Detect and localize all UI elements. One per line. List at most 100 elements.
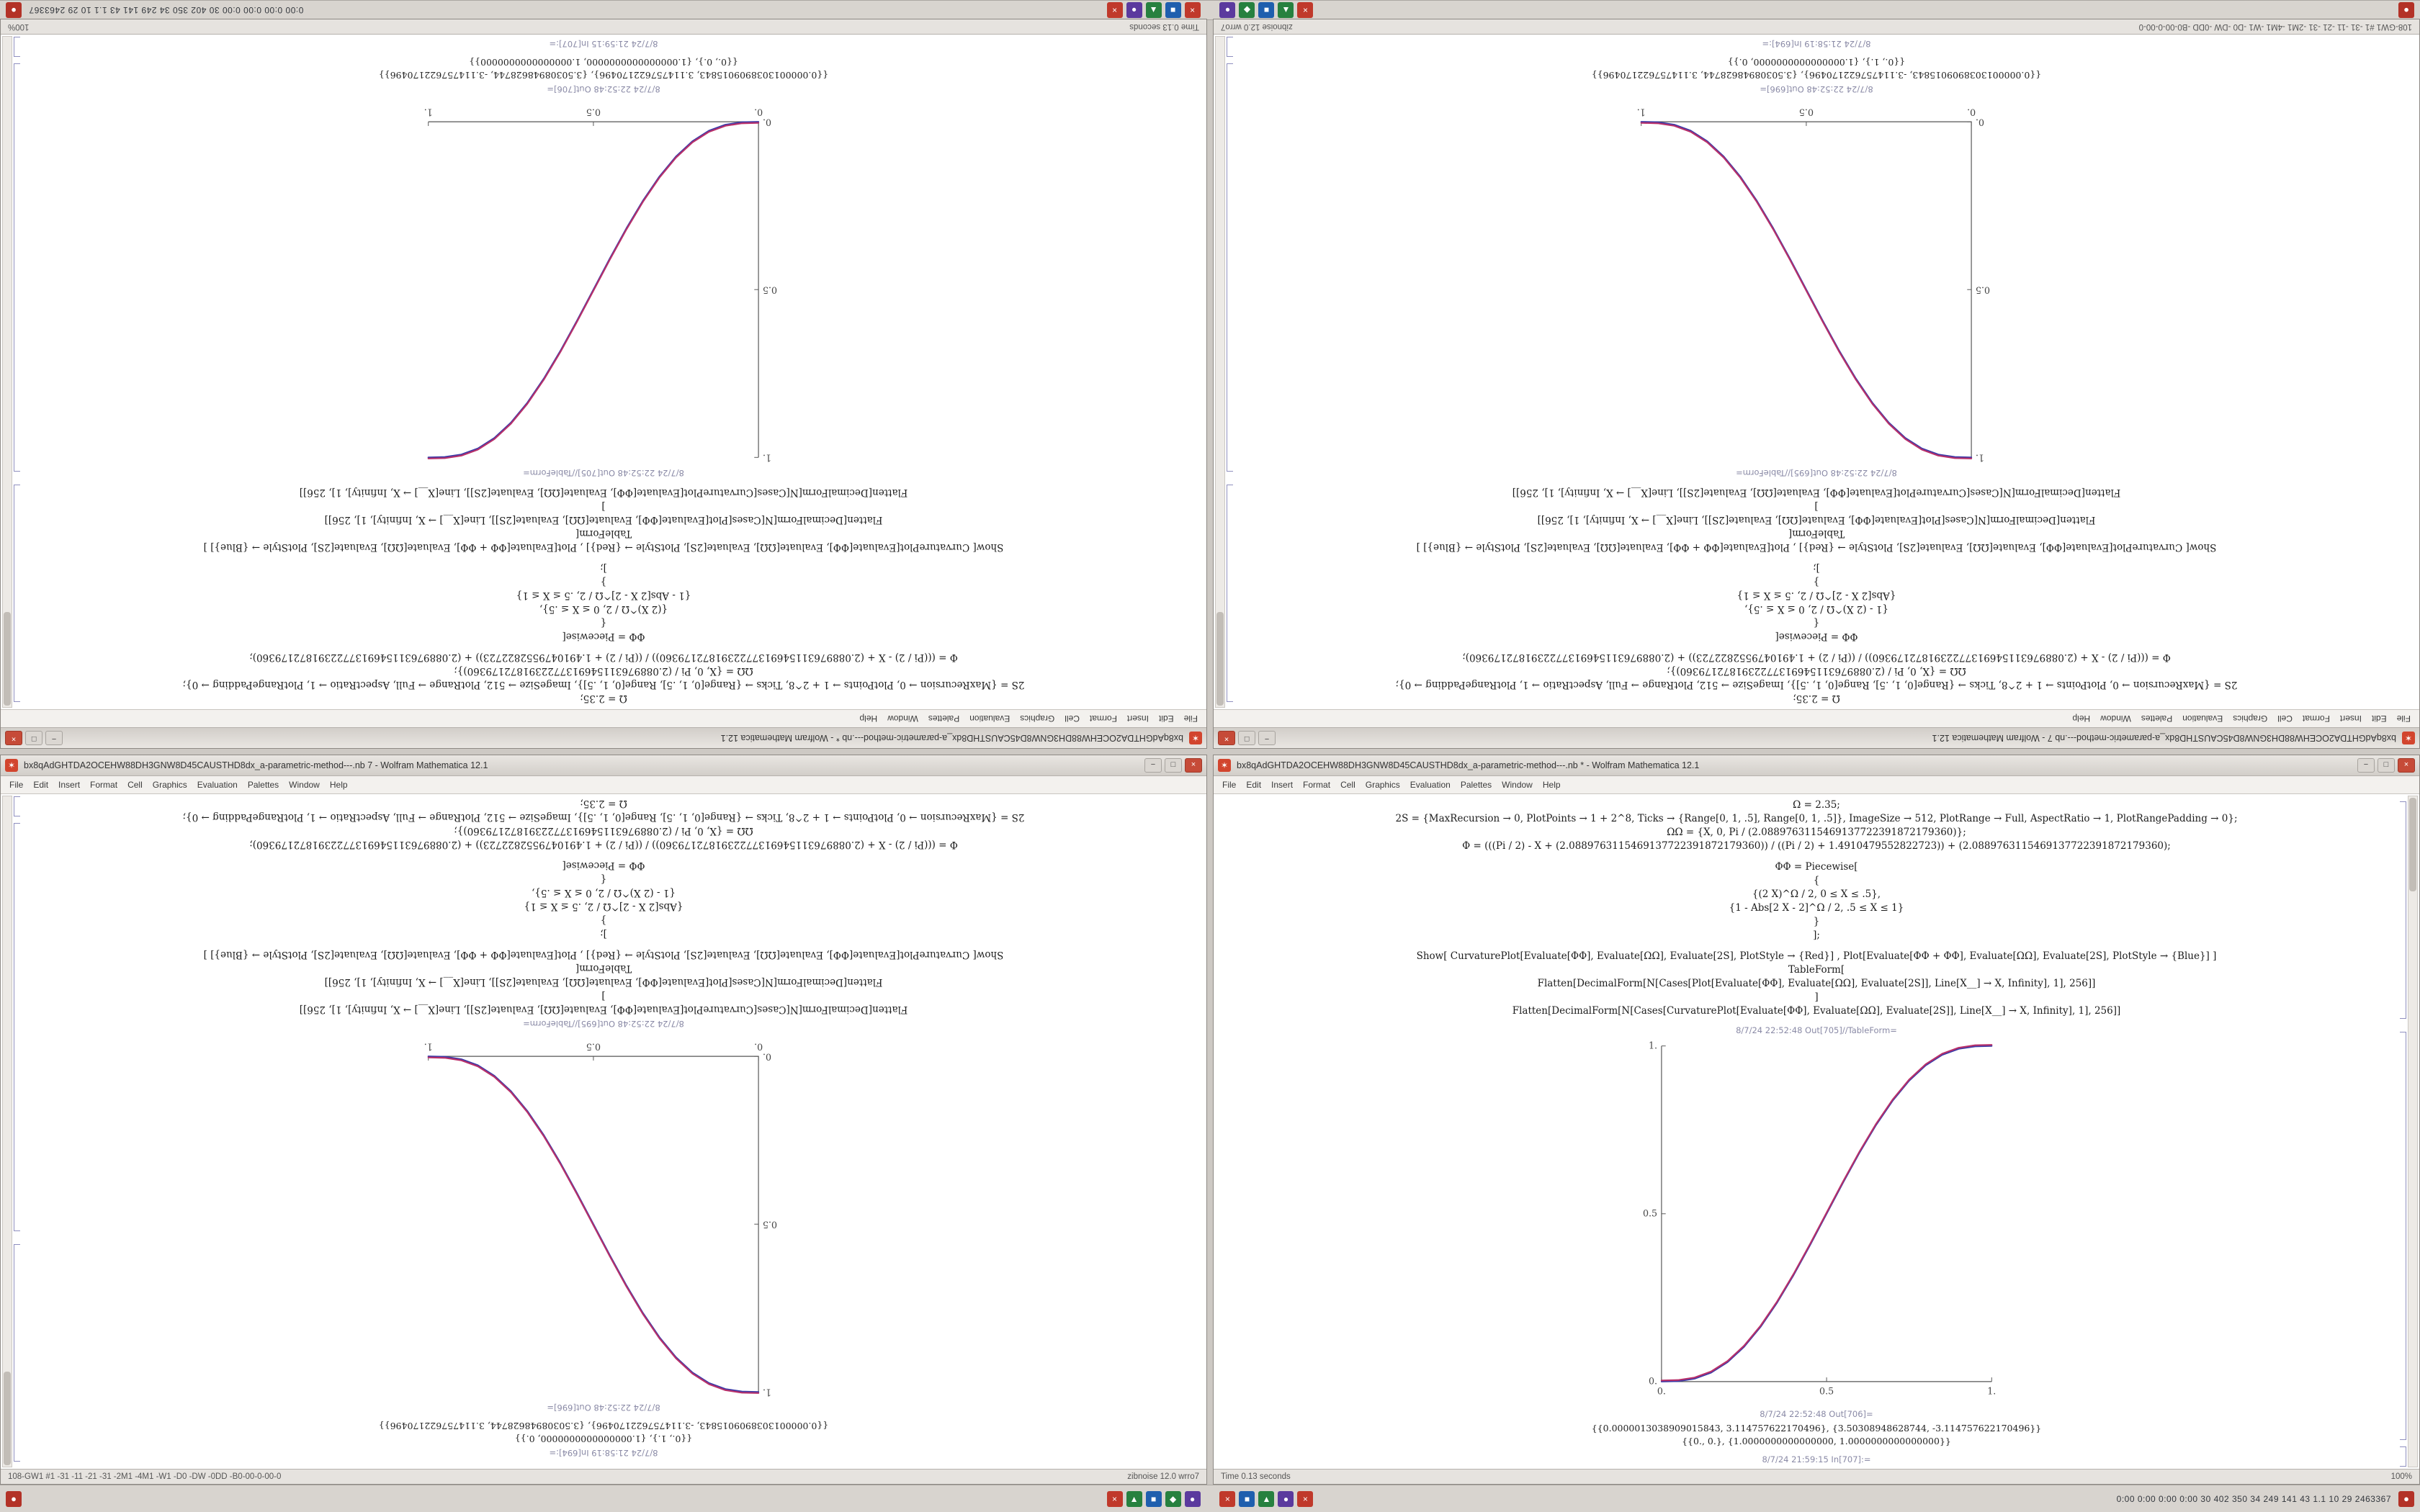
titlebar[interactable]: ✶ bx8qAdGHTDA2OCEHW88DH3GNW8D45CAUSTHD8d… <box>1214 755 2419 776</box>
menu-evaluation[interactable]: Evaluation <box>2182 714 2223 724</box>
menu-insert[interactable]: Insert <box>1126 714 1149 724</box>
menu-graphics[interactable]: Graphics <box>2233 714 2268 724</box>
menu-cell[interactable]: Cell <box>127 780 143 790</box>
taskbar-app-icon[interactable]: ▲ <box>1258 1491 1275 1507</box>
close-button[interactable]: × <box>2398 758 2415 773</box>
menu-palettes[interactable]: Palettes <box>247 780 279 790</box>
minimize-button[interactable]: − <box>1144 758 1162 773</box>
output-value-line[interactable]: {{0., 1.}, {1.0000000000000000, 0.}} <box>514 1434 693 1444</box>
input-cell-line[interactable]: Flatten[DecimalForm[N[Cases[Plot[Evaluat… <box>324 514 883 526</box>
input-cell-line[interactable]: Show[ CurvaturePlot[Evaluate[ΦΦ], Evalua… <box>1416 950 2217 962</box>
menu-evaluation[interactable]: Evaluation <box>1410 780 1451 790</box>
menu-help[interactable]: Help <box>1542 780 1561 790</box>
cell-bracket[interactable] <box>2400 1032 2406 1440</box>
menu-window[interactable]: Window <box>289 780 320 790</box>
input-cell-line[interactable]: {(2 X)^Ω / 2, 0 ≤ X ≤ .5}, <box>1752 888 1881 900</box>
input-cell-line[interactable]: { <box>1813 875 1820 886</box>
input-cell-line[interactable]: TableForm[ <box>575 963 632 974</box>
cell-bracket[interactable] <box>14 63 20 472</box>
minimize-button[interactable]: − <box>1258 731 1276 745</box>
tray-icon[interactable]: ● <box>6 2 22 18</box>
input-cell-line[interactable]: ΩΩ = {X, 0, Pi / (2.08897631154691377223… <box>1667 827 1966 838</box>
maximize-button[interactable]: □ <box>2378 758 2395 773</box>
menu-evaluation[interactable]: Evaluation <box>197 780 238 790</box>
input-cell-line[interactable]: TableForm[ <box>575 528 632 539</box>
scrollbar-thumb[interactable] <box>4 612 11 706</box>
output-value-line[interactable]: {{0., 1.}, {1.0000000000000000, 0.}} <box>1727 57 1906 68</box>
input-cell-line[interactable]: } <box>600 576 607 588</box>
menu-insert[interactable]: Insert <box>2339 714 2362 724</box>
taskbar-app-icon[interactable]: × <box>1184 2 1201 18</box>
menu-file[interactable]: File <box>1183 714 1198 724</box>
input-cell-line[interactable]: Ω = 2.35; <box>1793 693 1840 704</box>
input-cell-line[interactable]: Show[ CurvaturePlot[Evaluate[ΦΦ], Evalua… <box>203 541 1004 553</box>
input-cell-line[interactable]: Flatten[DecimalForm[N[Cases[CurvaturePlo… <box>299 487 908 498</box>
input-cell-line[interactable]: TableForm[ <box>1788 964 1845 976</box>
taskbar-app-icon[interactable]: ◆ <box>1239 2 1255 18</box>
titlebar[interactable]: ✶ bx8qAdGHTDA2OCEHW88DH3GNW8D45CAUSTHD8d… <box>1 755 1206 776</box>
menu-help[interactable]: Help <box>2072 714 2091 724</box>
input-cell-line[interactable]: { <box>600 617 607 629</box>
input-cell-line[interactable]: ΦΦ = Piecewise[ <box>1775 631 1858 642</box>
taskbar-app-icon[interactable]: ■ <box>1239 1491 1255 1507</box>
output-value-line[interactable]: {{0., 0.}, {1.0000000000000000, 1.000000… <box>469 57 738 68</box>
input-cell-line[interactable]: Flatten[DecimalForm[N[Cases[CurvaturePlo… <box>1512 1005 2121 1017</box>
input-cell-line[interactable]: {1 - Abs[2 X - 2]^Ω / 2, .5 ≤ X ≤ 1} <box>516 590 691 601</box>
input-cell-line[interactable]: Φ = (((Pi / 2) - X + (2.0889763115469137… <box>1462 840 2171 852</box>
cell-bracket[interactable] <box>1227 485 1233 702</box>
taskbar-app-icon[interactable]: ◆ <box>1165 1491 1181 1507</box>
taskbar-app-icon[interactable]: × <box>1297 2 1314 18</box>
input-cell-line[interactable]: Ω = 2.35; <box>580 798 627 809</box>
menu-window[interactable]: Window <box>887 714 918 724</box>
titlebar[interactable]: ✶ bx8qAdGHTDA2OCEHW88DH3GNW8D45CAUSTHD8d… <box>1214 727 2419 748</box>
input-cell-line[interactable]: Φ = (((Pi / 2) - X + (2.0889763115469137… <box>249 839 958 850</box>
cell-bracket[interactable] <box>2400 1446 2406 1467</box>
menu-edit[interactable]: Edit <box>33 780 49 790</box>
input-cell-line[interactable]: Flatten[DecimalForm[N[Cases[Plot[Evaluat… <box>1537 514 2096 526</box>
cell-bracket[interactable] <box>1227 63 1233 472</box>
menu-palettes[interactable]: Palettes <box>928 714 960 724</box>
output-value-line[interactable]: {{0., 0.}, {1.0000000000000000, 1.000000… <box>1682 1436 1951 1446</box>
vertical-scrollbar[interactable] <box>2408 796 2418 1467</box>
input-cell-line[interactable]: Flatten[DecimalForm[N[Cases[CurvaturePlo… <box>1512 487 2121 498</box>
close-button[interactable]: × <box>1218 731 1235 745</box>
input-cell-line[interactable]: ] <box>1814 991 1819 1003</box>
menu-edit[interactable]: Edit <box>2371 714 2387 724</box>
output-plot[interactable]: 0. 0.5 1. 0. 0.5 1. <box>421 1035 786 1399</box>
cell-bracket[interactable] <box>1227 37 1233 57</box>
input-cell-line[interactable]: ] <box>601 990 606 1002</box>
menu-format[interactable]: Format <box>1089 714 1117 724</box>
menu-file[interactable]: File <box>1222 780 1237 790</box>
menu-palettes[interactable]: Palettes <box>1460 780 1492 790</box>
taskbar-app-icon[interactable]: ● <box>1126 2 1142 18</box>
input-cell-line[interactable]: ΦΦ = Piecewise[ <box>562 860 645 871</box>
input-cell-line[interactable]: 2S = {MaxRecursion → 0, PlotPoints → 1 +… <box>1395 679 2238 690</box>
minimize-button[interactable]: − <box>45 731 63 745</box>
output-plot[interactable]: 0. 0.5 1. 0. 0.5 1. <box>1634 1039 1999 1403</box>
input-cell-line[interactable]: 2S = {MaxRecursion → 0, PlotPoints → 1 +… <box>182 811 1025 823</box>
maximize-button[interactable]: □ <box>1238 731 1255 745</box>
menu-graphics[interactable]: Graphics <box>1020 714 1055 724</box>
menu-format[interactable]: Format <box>90 780 118 790</box>
input-cell-line[interactable]: Φ = (((Pi / 2) - X + (2.0889763115469137… <box>1462 652 2171 663</box>
taskbar-app-icon[interactable]: ● <box>1278 1491 1294 1507</box>
menu-insert[interactable]: Insert <box>58 780 81 790</box>
input-cell-line[interactable]: } <box>1813 916 1820 927</box>
taskbar-app-icon[interactable]: ● <box>1184 1491 1201 1507</box>
vertical-scrollbar[interactable] <box>2 796 12 1467</box>
menu-edit[interactable]: Edit <box>1158 714 1174 724</box>
menu-graphics[interactable]: Graphics <box>152 780 187 790</box>
input-cell-line[interactable]: } <box>1813 576 1820 588</box>
taskbar-app-icon[interactable]: × <box>1297 1491 1314 1507</box>
menu-help[interactable]: Help <box>859 714 878 724</box>
menu-cell[interactable]: Cell <box>1340 780 1355 790</box>
menu-insert[interactable]: Insert <box>1271 780 1294 790</box>
menu-format[interactable]: Format <box>2302 714 2330 724</box>
taskbar-app-icon[interactable]: × <box>1106 1491 1123 1507</box>
input-cell-line[interactable]: 2S = {MaxRecursion → 0, PlotPoints → 1 +… <box>1395 813 2238 824</box>
menu-graphics[interactable]: Graphics <box>1365 780 1400 790</box>
menu-window[interactable]: Window <box>2100 714 2131 724</box>
input-cell-line[interactable]: {1 - (2 X)^Ω / 2, 0 ≤ X ≤ .5}, <box>532 887 676 899</box>
output-value-line[interactable]: {{0.0000013038909015843, -3.114757622170… <box>1591 70 2042 81</box>
cell-bracket[interactable] <box>14 823 20 1231</box>
